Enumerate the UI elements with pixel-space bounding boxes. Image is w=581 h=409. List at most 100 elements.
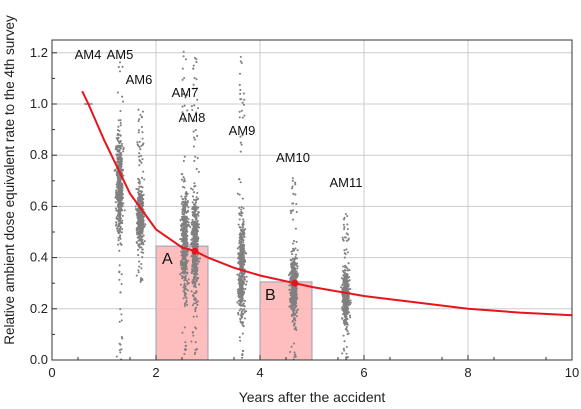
data-point (116, 181, 119, 184)
data-point (293, 351, 296, 354)
data-point (288, 297, 291, 300)
data-point (344, 307, 347, 310)
data-point (179, 262, 182, 265)
data-point (118, 320, 121, 323)
data-point (119, 217, 123, 220)
data-point (140, 262, 143, 266)
data-point (119, 109, 122, 113)
data-point (237, 177, 241, 181)
data-point (346, 227, 349, 231)
data-point (289, 276, 292, 279)
data-point (120, 319, 123, 322)
data-point (140, 144, 143, 147)
data-point (184, 192, 187, 195)
data-point (192, 229, 195, 232)
data-point (291, 273, 294, 276)
data-point (294, 271, 297, 274)
data-point (186, 289, 189, 292)
data-point (240, 252, 243, 255)
data-point (243, 310, 246, 313)
data-point (117, 140, 120, 143)
data-point (119, 147, 122, 150)
data-point (117, 184, 120, 187)
data-point (119, 242, 122, 245)
data-point (194, 283, 197, 286)
data-point (182, 176, 185, 179)
data-point (182, 198, 185, 201)
data-point (237, 261, 240, 264)
data-point (240, 62, 243, 65)
data-point (345, 239, 348, 242)
data-point (179, 238, 182, 241)
data-point (345, 294, 348, 297)
data-point (196, 87, 199, 90)
data-point (183, 207, 186, 210)
data-point (242, 207, 245, 210)
data-point (238, 83, 241, 87)
data-point (291, 202, 294, 205)
data-point (119, 161, 122, 164)
data-point (121, 184, 124, 187)
y-tick-label: 0.2 (30, 301, 48, 316)
data-point (118, 55, 121, 59)
data-point (119, 167, 122, 170)
data-point (294, 247, 297, 250)
data-point (244, 287, 247, 290)
data-point (195, 276, 198, 279)
data-point (245, 310, 248, 313)
data-point (197, 223, 200, 226)
data-point (140, 125, 143, 129)
data-point (179, 260, 182, 263)
data-point (120, 348, 123, 351)
data-point (288, 284, 291, 287)
data-point (118, 144, 122, 147)
data-point (293, 266, 296, 269)
data-point (121, 221, 124, 225)
data-point (348, 279, 351, 282)
data-point (136, 143, 139, 146)
data-point (196, 107, 200, 110)
data-point (116, 226, 119, 229)
data-point (184, 205, 187, 208)
data-point (180, 202, 183, 205)
data-point (243, 260, 246, 263)
data-point (182, 215, 186, 218)
data-point (344, 309, 348, 312)
data-point (288, 305, 291, 308)
data-point (289, 350, 292, 354)
data-point (120, 157, 124, 160)
data-point (186, 93, 189, 96)
data-point (238, 280, 241, 283)
data-point (142, 198, 145, 201)
data-point (244, 283, 248, 286)
data-point (182, 213, 185, 216)
data-point (197, 214, 200, 217)
data-point (342, 334, 345, 337)
data-point (137, 271, 140, 274)
data-point (242, 246, 245, 249)
data-point (240, 294, 244, 297)
data-point (293, 273, 296, 276)
data-point (122, 150, 125, 153)
data-point (242, 302, 245, 305)
data-point (184, 294, 187, 297)
data-point (341, 236, 344, 239)
data-point (186, 200, 189, 203)
data-point (239, 88, 242, 91)
data-point (117, 133, 120, 136)
data-point (121, 196, 124, 200)
data-point (194, 208, 197, 211)
data-point (115, 216, 118, 219)
data-point (290, 345, 293, 348)
data-point (186, 109, 189, 112)
data-point (118, 264, 121, 267)
data-point (182, 241, 185, 244)
data-point (295, 263, 298, 266)
data-point (190, 223, 194, 226)
data-point (343, 349, 346, 352)
data-point (349, 316, 352, 319)
data-point (242, 263, 245, 266)
data-point (118, 161, 121, 164)
data-point (239, 141, 242, 144)
data-point (292, 286, 295, 289)
